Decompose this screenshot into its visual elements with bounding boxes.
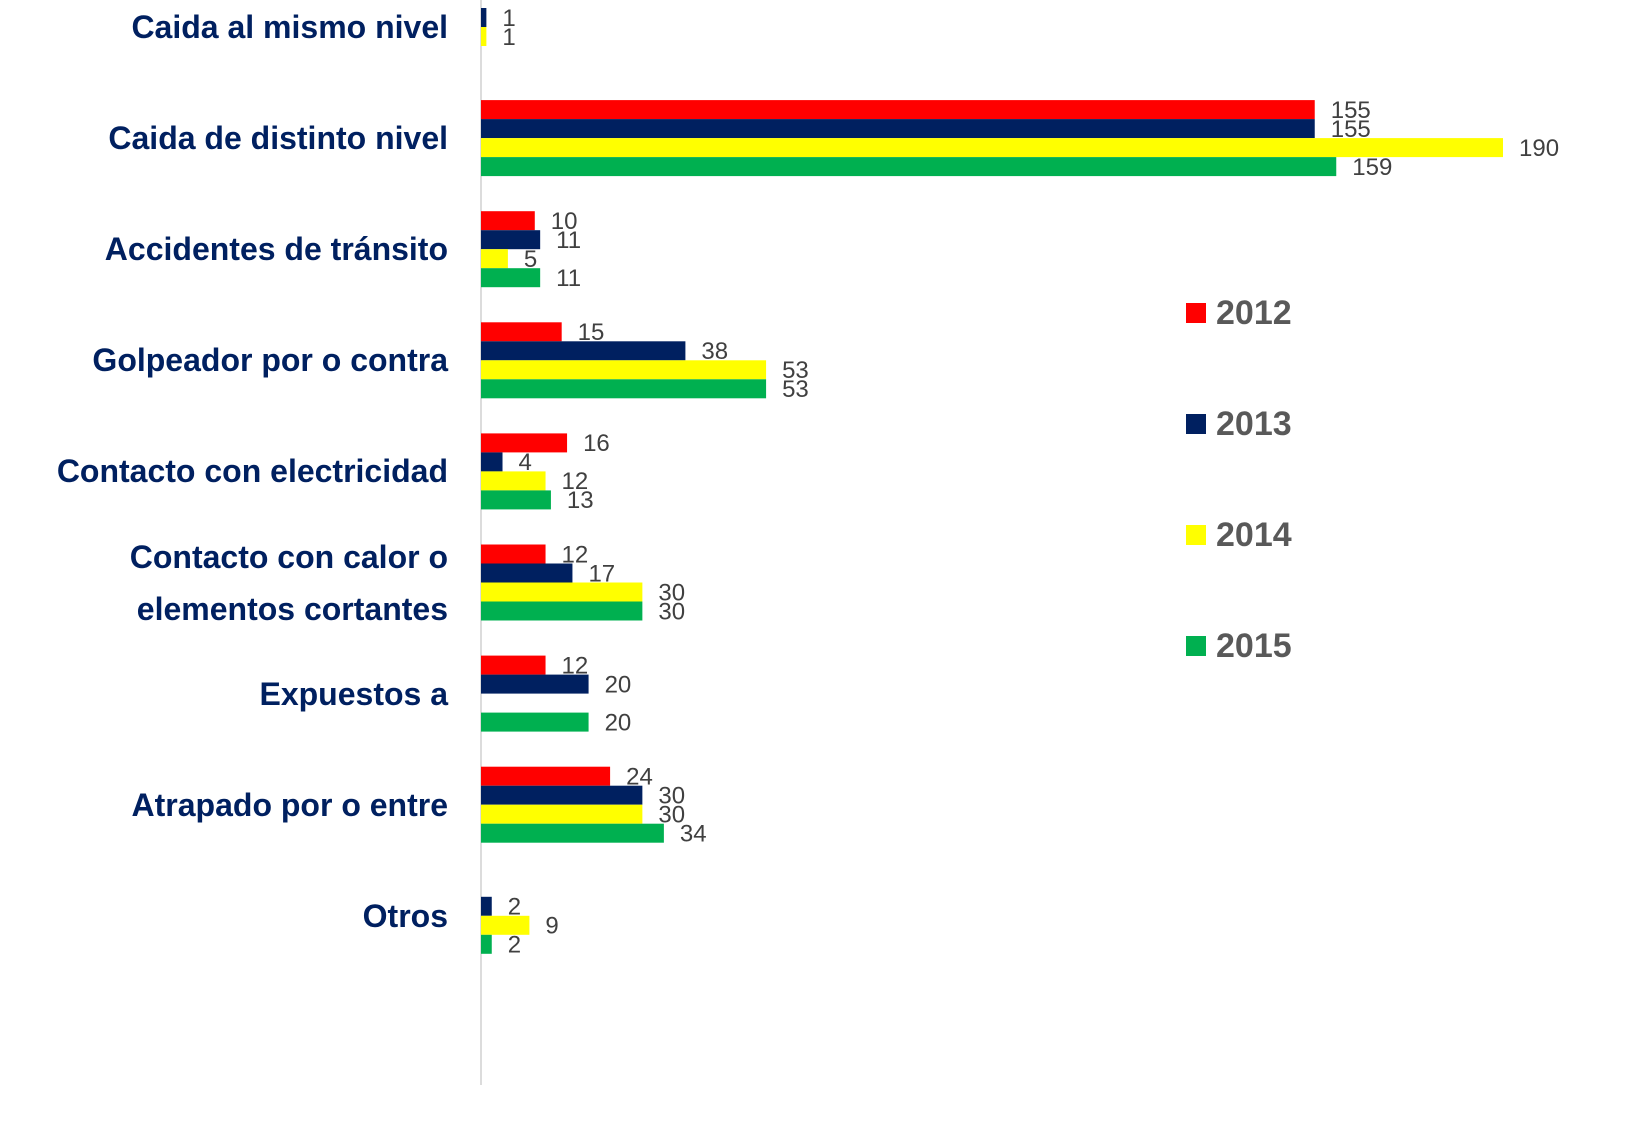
bar <box>481 341 686 361</box>
data-label: 11 <box>556 265 581 292</box>
category-label: Caida de distinto nivel <box>108 120 448 157</box>
data-label: 1 <box>502 5 515 32</box>
data-label: 53 <box>782 376 809 403</box>
bar <box>481 712 589 732</box>
category-label: Atrapado por o entre <box>131 786 448 823</box>
category-label: Contacto con electricidad <box>56 453 448 490</box>
data-label: 5 <box>524 246 537 273</box>
category-label: Accidentes de tránsito <box>104 231 448 268</box>
bar <box>481 433 568 453</box>
bar <box>481 157 1337 177</box>
data-label: 16 <box>583 430 610 457</box>
bar <box>481 785 643 805</box>
legend-label: 2013 <box>1216 405 1292 443</box>
category-label: Golpeador por o contra <box>92 342 448 379</box>
bar <box>481 230 541 250</box>
legend-swatch <box>1186 414 1206 434</box>
category-label: Otros <box>362 897 448 934</box>
data-label: 34 <box>680 821 707 848</box>
bar <box>481 674 589 694</box>
bar <box>481 582 643 602</box>
bar <box>481 804 643 824</box>
bar <box>481 766 611 786</box>
data-label: 159 <box>1352 154 1392 181</box>
data-label: 30 <box>658 598 685 625</box>
data-label: 11 <box>556 227 581 254</box>
bar <box>481 268 541 288</box>
data-label: 4 <box>519 449 532 476</box>
legend-label: 2015 <box>1216 627 1292 665</box>
data-label: 2 <box>508 894 521 921</box>
category-label: Expuestos a <box>259 675 448 712</box>
legend-swatch <box>1186 525 1206 545</box>
data-label: 10 <box>551 208 578 235</box>
legend-label: 2012 <box>1216 294 1292 332</box>
data-label: 30 <box>658 783 685 810</box>
data-label: 1 <box>502 24 515 51</box>
data-label: 190 <box>1519 135 1559 162</box>
bar <box>481 544 546 564</box>
bar <box>481 563 573 583</box>
bar <box>481 452 503 472</box>
data-label: 9 <box>545 913 558 940</box>
bar <box>481 138 1503 158</box>
bar <box>481 915 530 935</box>
bar <box>481 823 664 843</box>
bar <box>481 27 487 46</box>
data-label: 12 <box>562 468 589 495</box>
legend-swatch <box>1186 636 1206 656</box>
data-label: 20 <box>605 671 632 698</box>
bar <box>481 601 643 621</box>
bar <box>481 100 1315 120</box>
data-label: 30 <box>658 579 685 606</box>
bar <box>481 322 562 342</box>
category-label: Contacto con calor o elementos cortantes <box>129 538 448 627</box>
bar <box>481 211 535 231</box>
data-label: 53 <box>782 357 809 384</box>
bar <box>481 8 487 27</box>
bar <box>481 490 551 510</box>
bar <box>481 896 492 916</box>
legend-label: 2014 <box>1216 516 1292 554</box>
legend-swatch <box>1186 303 1206 323</box>
bar <box>481 934 492 954</box>
data-label: 13 <box>567 487 594 514</box>
bar <box>481 655 546 675</box>
bar <box>481 379 767 399</box>
data-label: 155 <box>1331 97 1371 124</box>
bar <box>481 471 546 491</box>
bar <box>481 249 508 269</box>
data-label: 20 <box>605 709 632 736</box>
category-label: Caida al mismo nivel <box>131 9 448 45</box>
bar <box>481 360 767 380</box>
data-label: 2 <box>508 932 521 959</box>
bar <box>481 119 1315 139</box>
